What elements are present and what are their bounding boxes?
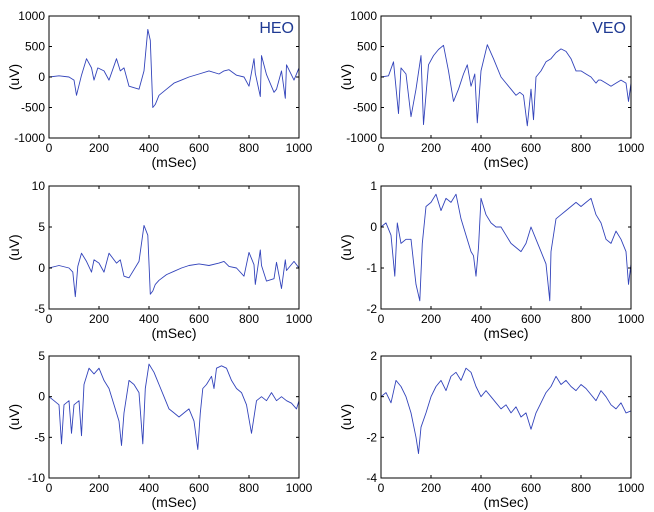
- plot-frame: [380, 355, 632, 479]
- data-line: [49, 28, 299, 108]
- x-tick-label: 400: [471, 312, 491, 326]
- x-tick-label: 1000: [618, 312, 645, 326]
- chart-panel-6: 0 200 400 600 800 1000 -4 -2 0 2 (mSec) (uV): [338, 349, 645, 510]
- y-tick-label: -1: [366, 261, 377, 275]
- y-tick-label: 1000: [18, 9, 45, 23]
- x-tick-label: 400: [139, 481, 159, 495]
- x-tick-label: 400: [471, 481, 491, 495]
- y-tick-label: -1000: [14, 131, 45, 145]
- plot-frame: [48, 355, 300, 479]
- x-tick-label: 400: [139, 312, 159, 326]
- x-tick-label: 1000: [286, 141, 313, 155]
- y-tick-label: -1000: [346, 131, 377, 145]
- x-axis-label: (mSec): [483, 494, 528, 510]
- x-tick-label: 600: [189, 312, 209, 326]
- y-tick-label: -500: [353, 101, 377, 115]
- y-tick-label: 10: [32, 179, 46, 193]
- y-tick-label: -2: [366, 302, 377, 316]
- y-axis-label: (uV): [338, 404, 354, 430]
- y-axis-label: (uV): [338, 234, 354, 260]
- y-tick-label: 1000: [350, 9, 377, 23]
- x-tick-label: 1000: [618, 481, 645, 495]
- y-tick-label: 0: [38, 261, 45, 275]
- x-tick-label: 200: [421, 141, 441, 155]
- x-tick-label: 200: [421, 481, 441, 495]
- y-tick-label: -5: [34, 430, 45, 444]
- y-tick-label: 1: [370, 179, 377, 193]
- x-tick-label: 800: [239, 141, 259, 155]
- y-tick-label: 500: [357, 40, 377, 54]
- x-tick-label: 200: [89, 312, 109, 326]
- y-tick-label: 0: [38, 70, 45, 84]
- x-tick-label: 600: [521, 141, 541, 155]
- panel-title: VEO: [592, 20, 626, 37]
- y-axis-label: (uV): [6, 64, 22, 90]
- x-tick-label: 400: [471, 141, 491, 155]
- x-tick-label: 600: [521, 312, 541, 326]
- plot-frame: [380, 185, 632, 310]
- y-tick-label: 500: [25, 40, 45, 54]
- x-tick-label: 800: [571, 481, 591, 495]
- x-axis-label: (mSec): [151, 494, 196, 510]
- x-tick-label: 1000: [618, 141, 645, 155]
- x-tick-label: 0: [378, 312, 385, 326]
- y-tick-label: 0: [38, 390, 45, 404]
- x-tick-label: 400: [139, 141, 159, 155]
- y-tick-label: -4: [366, 471, 377, 485]
- x-tick-label: 600: [189, 481, 209, 495]
- chart-panel-2: 0 200 400 600 800 1000 -1000 -500 0 500 1000 (mSec)…: [338, 9, 645, 170]
- x-tick-label: 200: [89, 141, 109, 155]
- panel-title: HEO: [259, 20, 294, 37]
- x-axis-label: (mSec): [151, 325, 196, 341]
- x-tick-label: 800: [239, 312, 259, 326]
- x-tick-label: 0: [378, 481, 385, 495]
- x-axis-label: (mSec): [483, 325, 528, 341]
- chart-panel-4: 0 200 400 600 800 1000 -2 -1 0 1 (mSec) (uV): [338, 179, 645, 341]
- y-tick-label: -500: [21, 101, 45, 115]
- y-tick-label: 2: [370, 349, 377, 363]
- x-tick-label: 1000: [286, 312, 313, 326]
- x-tick-label: 1000: [286, 481, 313, 495]
- data-line: [381, 367, 631, 455]
- x-tick-label: 0: [46, 481, 53, 495]
- y-tick-label: 0: [370, 390, 377, 404]
- plot-frame: [48, 185, 300, 310]
- data-line: [49, 363, 299, 450]
- y-tick-label: 0: [370, 70, 377, 84]
- x-tick-label: 0: [378, 141, 385, 155]
- y-tick-label: -2: [366, 430, 377, 444]
- x-axis-label: (mSec): [483, 154, 528, 170]
- y-tick-label: 5: [38, 349, 45, 363]
- chart-panel-1: 0 200 400 600 800 1000 -1000 -500 0 500 1000 (mSec)…: [6, 9, 313, 170]
- x-axis-label: (mSec): [151, 154, 196, 170]
- x-tick-label: 600: [189, 141, 209, 155]
- x-tick-label: 800: [571, 141, 591, 155]
- y-tick-label: -10: [28, 471, 46, 485]
- x-tick-label: 0: [46, 141, 53, 155]
- data-line: [381, 44, 631, 127]
- y-tick-label: 5: [38, 220, 45, 234]
- data-line: [381, 193, 631, 302]
- y-tick-label: -5: [34, 302, 45, 316]
- y-axis-label: (uV): [338, 64, 354, 90]
- x-tick-label: 200: [421, 312, 441, 326]
- y-axis-label: (uV): [6, 234, 22, 260]
- chart-panel-5: 0 200 400 600 800 1000 -10 -5 0 5 (mSec) (uV): [6, 349, 313, 510]
- x-tick-label: 0: [46, 312, 53, 326]
- x-tick-label: 200: [89, 481, 109, 495]
- x-tick-label: 800: [239, 481, 259, 495]
- y-tick-label: 0: [370, 220, 377, 234]
- y-axis-label: (uV): [6, 404, 22, 430]
- x-tick-label: 800: [571, 312, 591, 326]
- x-tick-label: 600: [521, 481, 541, 495]
- data-line: [49, 224, 299, 298]
